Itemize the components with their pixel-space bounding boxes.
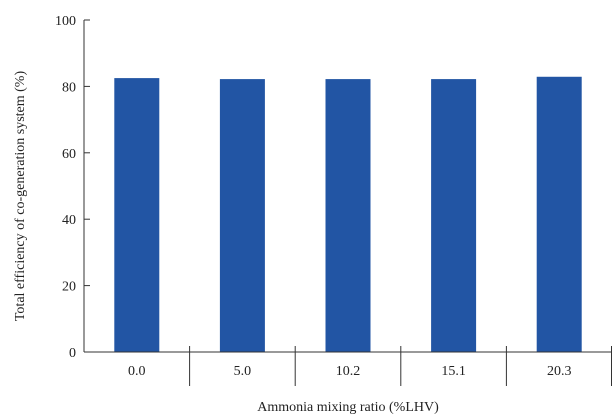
bar-0.0 bbox=[114, 78, 160, 352]
y-tick-label: 40 bbox=[62, 213, 76, 228]
bars bbox=[114, 76, 582, 352]
y-tick-label: 60 bbox=[62, 147, 76, 162]
bar-5.0 bbox=[219, 79, 265, 352]
y-tick-label: 0 bbox=[69, 346, 76, 361]
y-tick-label: 80 bbox=[62, 80, 76, 95]
x-axis-category-cells: 0.0 5.0 10.2 15.1 20.3 bbox=[128, 346, 612, 386]
bar-20.3 bbox=[536, 76, 582, 352]
y-tick-label: 100 bbox=[55, 14, 76, 29]
y-axis-title: Total efficiency of co-generation system… bbox=[13, 71, 28, 322]
x-tick-label: 20.3 bbox=[547, 364, 572, 379]
bar-15.1 bbox=[431, 79, 477, 352]
x-tick-label: 10.2 bbox=[336, 364, 361, 379]
y-axis-ticks: 0 20 40 60 80 100 bbox=[55, 14, 90, 361]
y-tick-label: 20 bbox=[62, 280, 76, 295]
bar-10.2 bbox=[325, 79, 371, 352]
x-tick-label: 15.1 bbox=[441, 364, 466, 379]
x-tick-label: 0.0 bbox=[128, 364, 146, 379]
x-axis-title: Ammonia mixing ratio (%LHV) bbox=[257, 400, 439, 415]
x-tick-label: 5.0 bbox=[234, 364, 252, 379]
